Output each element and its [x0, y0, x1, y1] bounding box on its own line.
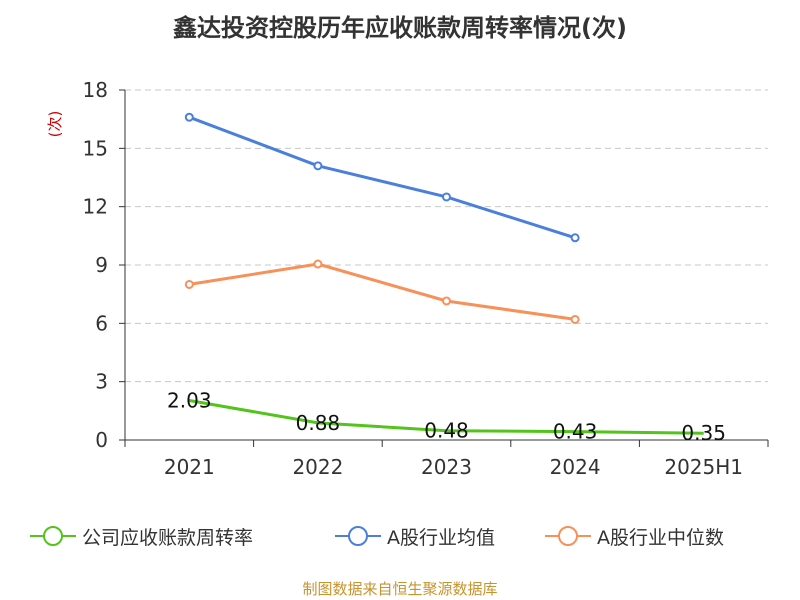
- y-tick-label: 15: [83, 136, 108, 160]
- gridlines: [125, 89, 768, 383]
- data-point[interactable]: [313, 161, 323, 171]
- data-point[interactable]: [313, 259, 323, 269]
- y-axis-label: (次): [46, 111, 64, 138]
- data-labels: 2.03 0.88 0.48 0.43 0.35: [167, 389, 726, 446]
- series-1: [184, 112, 580, 243]
- series-0: [189, 399, 704, 435]
- legend-item-industry-mean[interactable]: A股行业均值: [335, 520, 495, 552]
- chart-title: 鑫达投资控股历年应收账款周转率情况(次): [173, 14, 627, 42]
- legend-label: 公司应收账款周转率: [82, 526, 254, 549]
- data-point[interactable]: [184, 279, 194, 289]
- x-tick-label: 2025H1: [664, 455, 743, 479]
- legend-line-marker-icon: [545, 526, 591, 546]
- legend-item-industry-median[interactable]: A股行业中位数: [545, 520, 724, 552]
- data-label: 0.35: [681, 421, 726, 445]
- series: [184, 112, 704, 435]
- legend-item-company[interactable]: 公司应收账款周转率: [30, 520, 253, 552]
- y-tick-label: 12: [83, 195, 108, 219]
- y-tick-label: 18: [83, 78, 108, 102]
- data-point[interactable]: [442, 192, 451, 202]
- legend: 公司应收账款周转率 A股行业均值 A股行业中位数: [0, 520, 800, 552]
- legend-line-marker-icon: [335, 526, 381, 546]
- axes: 0 3 6 9 12 15 18 2021 2022 2023 2024 2025H1: [83, 78, 769, 479]
- data-label: 0.43: [553, 420, 598, 444]
- data-point[interactable]: [570, 314, 580, 324]
- x-tick-label: 2022: [292, 455, 343, 479]
- line-chart: 0 3 6 9 12 15 18 2021 2022 2023 2024 2025H1 (次) 2.0…: [46, 78, 769, 479]
- series-2: [184, 259, 580, 324]
- data-source-note: 制图数据来自恒生聚源数据库: [302, 580, 498, 598]
- data-label: 0.88: [296, 411, 341, 435]
- data-label: 0.48: [424, 419, 469, 443]
- series-line: [188, 115, 576, 240]
- series-line: [189, 262, 576, 321]
- series-line: [189, 399, 704, 435]
- data-label: 2.03: [167, 389, 212, 413]
- data-point[interactable]: [184, 112, 194, 122]
- data-point[interactable]: [442, 296, 451, 306]
- x-tick-label: 2023: [421, 455, 472, 479]
- legend-label: A股行业中位数: [597, 526, 724, 549]
- y-tick-label: 6: [95, 311, 108, 335]
- x-tick-label: 2024: [550, 455, 601, 479]
- x-tick-label: 2021: [164, 455, 215, 479]
- y-tick-label: 9: [95, 253, 108, 277]
- y-tick-label: 0: [95, 428, 108, 452]
- y-tick-label: 3: [95, 370, 108, 394]
- legend-line-marker-icon: [30, 526, 76, 546]
- legend-label: A股行业均值: [387, 526, 495, 549]
- data-point[interactable]: [570, 233, 580, 243]
